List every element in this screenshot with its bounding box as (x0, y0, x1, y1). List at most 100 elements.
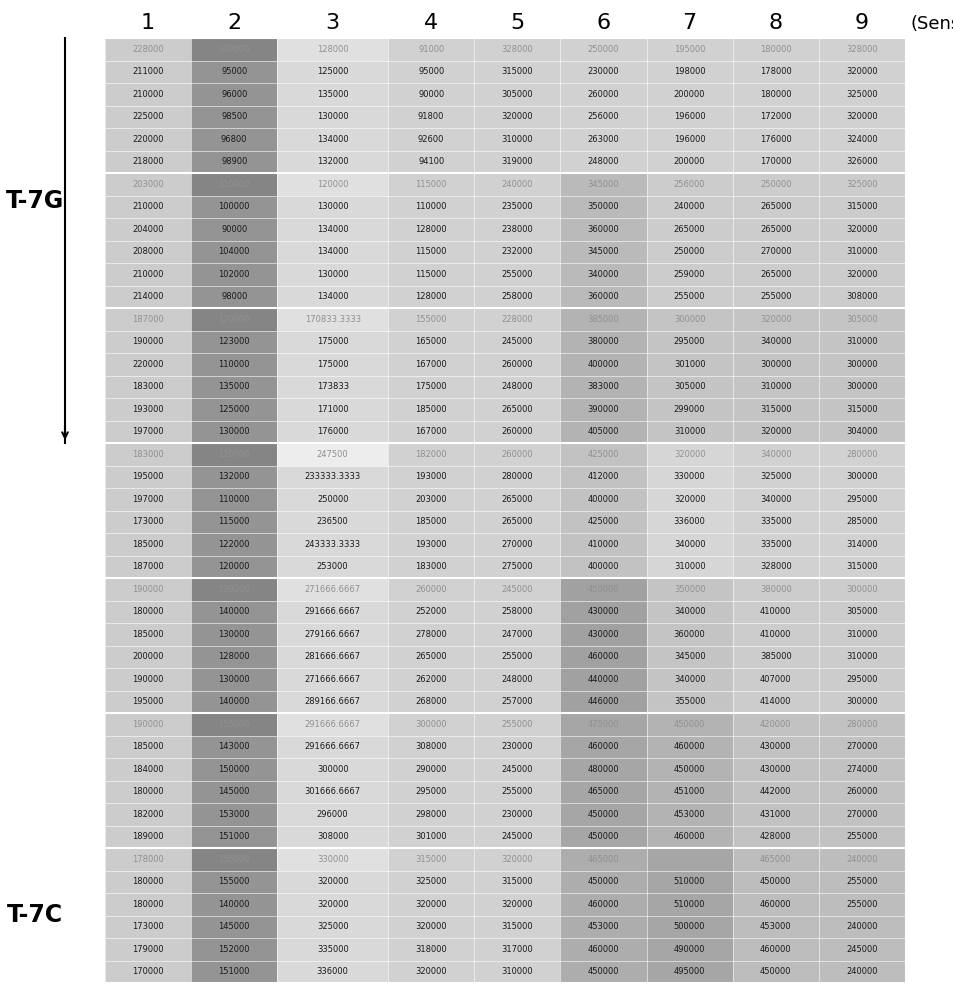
Text: 195000: 195000 (673, 45, 704, 54)
Bar (191, 893, 277, 916)
Text: 96000: 96000 (221, 90, 247, 99)
Bar (474, 286, 559, 308)
Bar (388, 780, 474, 803)
Text: 460000: 460000 (587, 945, 618, 954)
Bar (732, 173, 818, 196)
Text: 170000: 170000 (132, 967, 164, 976)
Text: 428000: 428000 (760, 832, 791, 841)
Text: 187000: 187000 (132, 562, 164, 571)
Text: 185000: 185000 (415, 517, 447, 526)
Text: 236500: 236500 (316, 517, 348, 526)
Bar (277, 780, 388, 803)
Text: 325000: 325000 (845, 90, 877, 99)
Text: 290000: 290000 (415, 765, 446, 774)
Bar (732, 780, 818, 803)
Text: 214000: 214000 (132, 292, 164, 301)
Bar (732, 533, 818, 556)
Bar (818, 736, 904, 758)
Text: 243333.3333: 243333.3333 (304, 540, 360, 549)
Text: 115000: 115000 (415, 247, 446, 256)
Bar (388, 556, 474, 578)
Text: 265000: 265000 (501, 517, 533, 526)
Bar (191, 286, 277, 308)
Bar (474, 218, 559, 240)
Text: 360000: 360000 (673, 630, 705, 639)
Text: 340000: 340000 (587, 270, 618, 279)
Bar (277, 443, 388, 466)
Bar (277, 420, 388, 443)
Bar (646, 466, 732, 488)
Bar (646, 870, 732, 893)
Bar (559, 668, 646, 690)
Bar (646, 848, 732, 870)
Bar (732, 556, 818, 578)
Bar (559, 826, 646, 848)
Text: 135000: 135000 (316, 90, 348, 99)
Text: 128000: 128000 (415, 225, 447, 234)
Text: 193000: 193000 (132, 405, 164, 414)
Text: 245000: 245000 (501, 765, 533, 774)
Text: 253000: 253000 (316, 562, 348, 571)
Text: 360000: 360000 (587, 292, 618, 301)
Text: 465000: 465000 (587, 855, 618, 864)
Bar (818, 420, 904, 443)
Bar (559, 38, 646, 60)
Bar (191, 60, 277, 83)
Bar (388, 353, 474, 375)
Bar (559, 196, 646, 218)
Bar (818, 690, 904, 713)
Bar (191, 826, 277, 848)
Text: 319000: 319000 (501, 157, 533, 166)
Text: 263000: 263000 (587, 135, 618, 144)
Text: 250000: 250000 (587, 45, 618, 54)
Text: 1: 1 (141, 13, 155, 33)
Text: 299000: 299000 (673, 405, 704, 414)
Text: 110000: 110000 (218, 495, 250, 504)
Bar (191, 330, 277, 353)
Text: 465000: 465000 (760, 855, 791, 864)
Text: 196000: 196000 (673, 135, 704, 144)
Text: 120000: 120000 (218, 315, 250, 324)
Text: 340000: 340000 (673, 540, 704, 549)
Bar (105, 330, 191, 353)
Bar (277, 510, 388, 533)
Bar (277, 893, 388, 916)
Bar (191, 466, 277, 488)
Bar (277, 960, 388, 983)
Text: 92600: 92600 (417, 135, 444, 144)
Bar (474, 60, 559, 83)
Text: 120000: 120000 (218, 562, 250, 571)
Text: 325000: 325000 (316, 922, 348, 931)
Text: 248000: 248000 (587, 157, 618, 166)
Text: 132000: 132000 (218, 472, 250, 481)
Text: 280000: 280000 (845, 450, 877, 459)
Bar (474, 398, 559, 420)
Text: 255000: 255000 (845, 832, 877, 841)
Text: 295000: 295000 (845, 495, 877, 504)
Text: 140000: 140000 (218, 607, 250, 616)
Bar (732, 713, 818, 736)
Bar (818, 308, 904, 330)
Text: 315000: 315000 (501, 877, 533, 886)
Bar (646, 578, 732, 600)
Bar (277, 105, 388, 128)
Text: 270000: 270000 (845, 810, 877, 819)
Bar (732, 353, 818, 375)
Text: 128000: 128000 (415, 292, 447, 301)
Bar (388, 623, 474, 646)
Bar (191, 510, 277, 533)
Text: 430000: 430000 (760, 765, 791, 774)
Text: 326000: 326000 (845, 157, 877, 166)
Bar (388, 690, 474, 713)
Text: 245000: 245000 (845, 945, 877, 954)
Bar (277, 330, 388, 353)
Bar (191, 263, 277, 286)
Text: 130000: 130000 (218, 427, 250, 436)
Bar (277, 488, 388, 510)
Bar (732, 240, 818, 263)
Text: 310000: 310000 (845, 630, 877, 639)
Bar (559, 240, 646, 263)
Text: 255000: 255000 (760, 292, 791, 301)
Text: 190000: 190000 (132, 675, 164, 684)
Bar (646, 83, 732, 105)
